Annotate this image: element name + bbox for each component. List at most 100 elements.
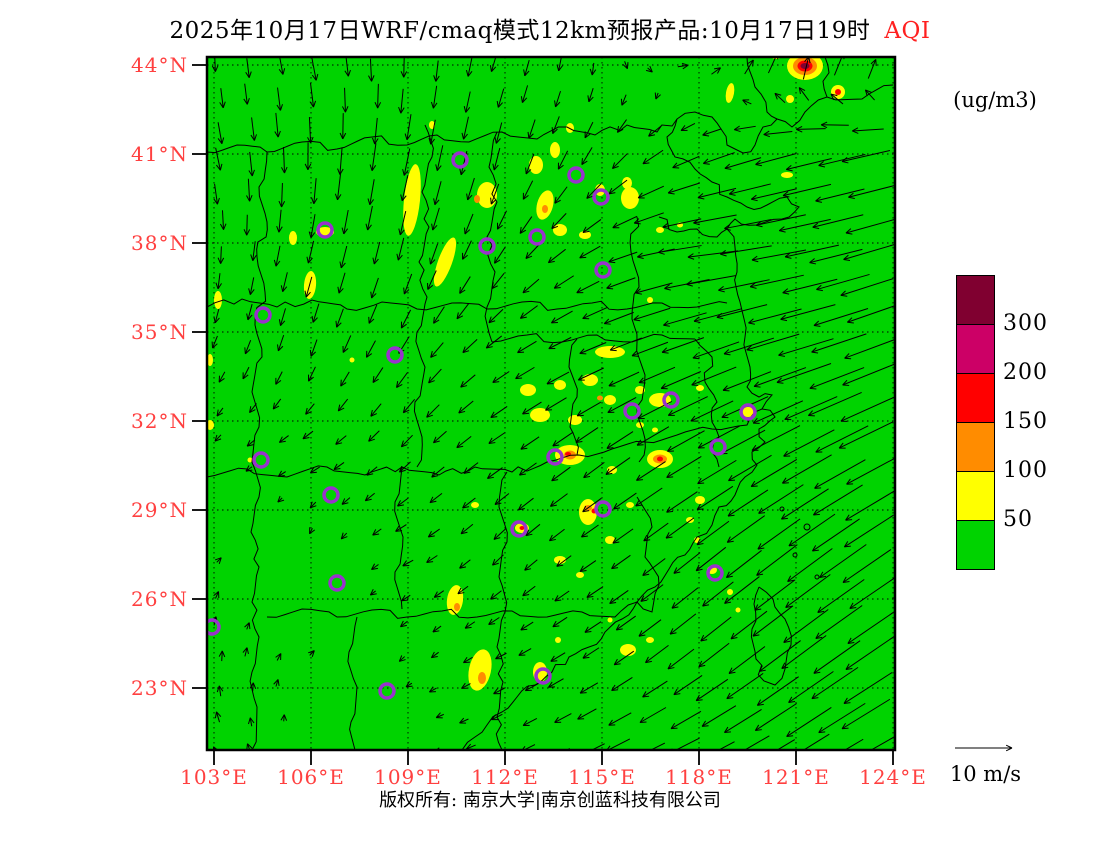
- aqi-patch-yellow: [656, 227, 664, 233]
- wind-vector: [216, 407, 224, 417]
- wind-vector: [820, 121, 849, 129]
- wind-vector: [491, 713, 503, 721]
- wind-vector: [548, 336, 572, 350]
- wind-vector: [746, 333, 800, 352]
- wind-vector: [523, 60, 530, 77]
- wind-vector: [722, 371, 772, 392]
- wind-vector: [608, 712, 632, 726]
- aqi-patch-yellow: [646, 637, 654, 643]
- province-boundary: [658, 216, 728, 238]
- wind-vector: [213, 591, 220, 599]
- wind-vector: [430, 342, 444, 358]
- province-boundary: [636, 496, 660, 613]
- wind-vector: [368, 58, 375, 82]
- wind-vector: [663, 312, 707, 327]
- wind-vector: [658, 245, 702, 255]
- wind-vector: [811, 333, 867, 354]
- wind-vector: [718, 279, 770, 293]
- island-outline: [803, 523, 811, 531]
- wind-vector: [579, 245, 601, 259]
- wind-vector: [750, 459, 798, 488]
- wind-vector: [213, 309, 220, 324]
- wind-vector: [400, 57, 408, 78]
- wind-vector: [612, 528, 634, 544]
- wind-vector: [608, 251, 638, 264]
- wind-vector: [638, 366, 676, 384]
- wind-vector: [372, 117, 379, 145]
- lat-label: 32°N: [131, 409, 188, 433]
- wind-vector: [584, 621, 602, 633]
- wind-vector: [488, 617, 500, 626]
- wind-vector: [307, 116, 314, 144]
- wind-vector: [463, 462, 479, 474]
- wind-vector: [786, 707, 832, 738]
- wind-vector: [403, 273, 413, 295]
- wind-vector: [492, 554, 504, 566]
- wind-vector: [726, 515, 766, 543]
- wind-vector: [340, 532, 348, 540]
- wind-vector: [577, 708, 597, 720]
- wind-vector: [757, 518, 801, 550]
- wind-vector: [817, 579, 865, 613]
- wind-vector: [774, 92, 786, 104]
- wind-vector: [725, 550, 762, 579]
- wind-vector: [368, 304, 378, 324]
- wind-vector: [785, 574, 831, 608]
- aqi-patch-yellow: [652, 427, 658, 433]
- wind-vector: [242, 366, 250, 380]
- wind-vector: [750, 188, 797, 202]
- wind-vector: [577, 367, 604, 381]
- colorbar-segment: [956, 373, 995, 423]
- wind-vector: [811, 518, 860, 552]
- wind-vector: [545, 397, 567, 411]
- wind-vector: [730, 610, 768, 640]
- wind-vector: [843, 514, 894, 548]
- wind-vector: [581, 524, 599, 538]
- wind-vector: [844, 738, 864, 750]
- wind-vector: [667, 430, 705, 452]
- colorbar-label: 50: [1003, 507, 1033, 532]
- wind-vector: [217, 246, 225, 264]
- wind-vector: [435, 145, 444, 171]
- wind-vector: [551, 310, 573, 324]
- wind-vector: [519, 462, 537, 476]
- wind-vector: [711, 67, 721, 75]
- wind-vector: [219, 88, 226, 109]
- wind-vector: [727, 489, 769, 517]
- wind-vector: [459, 717, 469, 724]
- wind-vector: [609, 590, 629, 605]
- map-area: [192, 55, 897, 765]
- aqi-patch-yellow: [727, 589, 733, 595]
- city-marker: [662, 391, 680, 409]
- wind-vector: [248, 277, 255, 295]
- aqi-patch-yellow: [696, 385, 704, 391]
- wind-vector: [864, 89, 875, 101]
- wind-vector: [579, 560, 597, 572]
- wind-vector: [734, 125, 756, 133]
- wind-vector: [426, 404, 440, 418]
- aqi-patch-yellow: [621, 187, 639, 209]
- wind-vector: [582, 497, 602, 513]
- lon-label: 112°E: [471, 765, 539, 789]
- wind-vector: [518, 648, 532, 656]
- wind-vector: [814, 459, 866, 489]
- colorbar-label: 300: [1003, 311, 1048, 336]
- wind-vector: [493, 528, 507, 540]
- wind-vector: [432, 625, 442, 633]
- wind-vector: [581, 147, 593, 166]
- wind-vector: [603, 311, 634, 325]
- wind-vector: [756, 544, 798, 576]
- wind-vector: [493, 687, 505, 695]
- wind-vector: [648, 125, 662, 137]
- lon-label: 121°E: [762, 765, 830, 789]
- wind-vector: [459, 559, 471, 569]
- wind-vector: [520, 85, 529, 103]
- province-boundary: [347, 616, 358, 750]
- wind-vector: [633, 307, 671, 322]
- wind-vector: [784, 244, 839, 259]
- wind-vector: [456, 302, 470, 320]
- aqi-patch-yellow: [214, 291, 222, 309]
- aqi-patch-yellow: [740, 407, 756, 417]
- wind-vector: [219, 210, 227, 230]
- wind-vector: [337, 147, 344, 175]
